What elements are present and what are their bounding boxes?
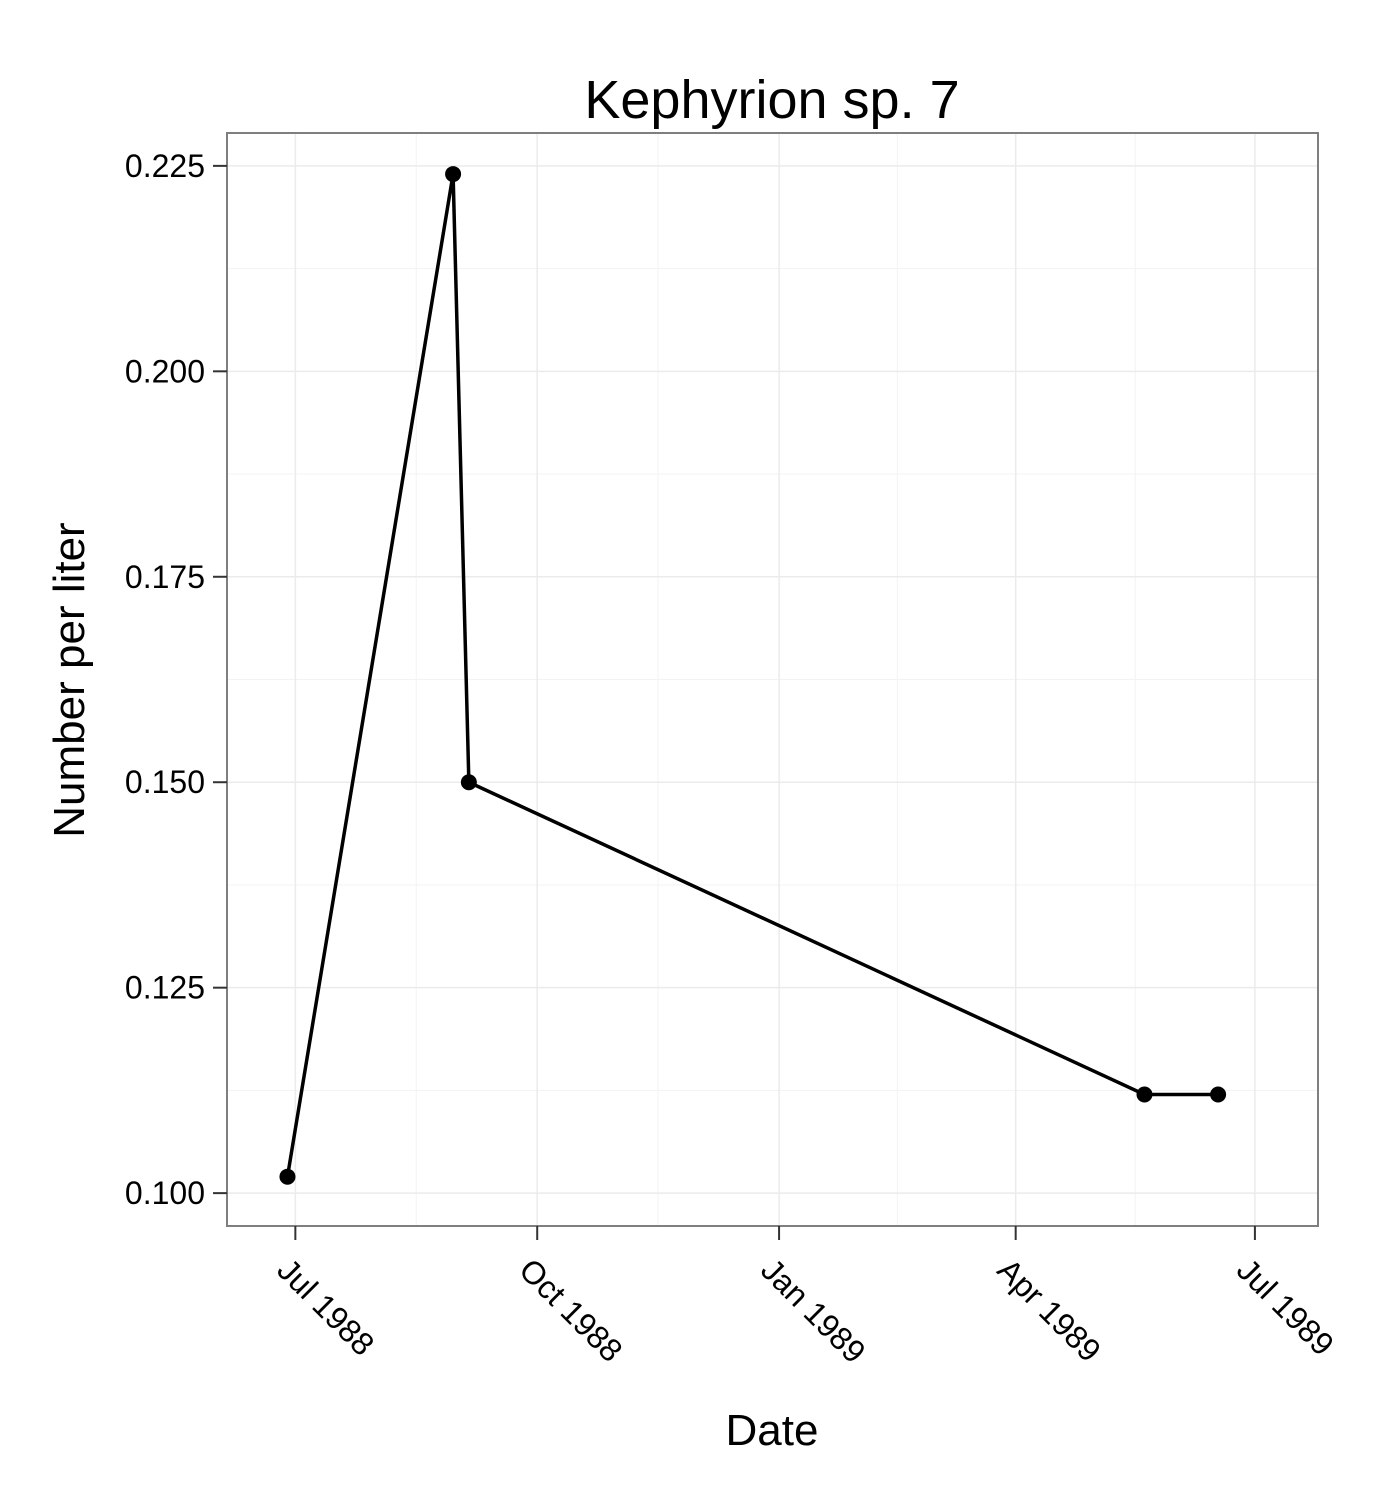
chart-title: Kephyrion sp. 7	[584, 70, 959, 130]
data-point	[279, 1168, 296, 1185]
data-point	[460, 774, 477, 791]
plot-panel-border	[226, 132, 1319, 1227]
y-tick-label: 0.225	[125, 148, 205, 184]
data-point	[1136, 1086, 1153, 1103]
y-tick-label: 0.175	[125, 559, 205, 595]
y-tick-label: 0.100	[125, 1175, 205, 1211]
y-tick-label: 0.200	[125, 353, 205, 389]
x-tick-label: Jan 1989	[754, 1251, 873, 1370]
series-line	[285, 172, 1219, 1177]
x-axis-title: Date	[726, 1406, 819, 1455]
x-axis: Jul 1988 Oct 1988 Jan 1989 Apr 1989 Jul 1989	[270, 1226, 1341, 1370]
y-axis-title: Number per liter	[45, 522, 94, 837]
x-tick-label: Jul 1988	[270, 1251, 381, 1362]
y-tick-label: 0.125	[125, 970, 205, 1006]
x-tick-label: Jul 1989	[1230, 1251, 1341, 1362]
data-point	[1210, 1086, 1227, 1103]
y-tick-label: 0.150	[125, 764, 205, 800]
x-tick-label: Oct 1988	[512, 1251, 629, 1368]
data-point	[445, 166, 462, 183]
series-layer	[279, 166, 1227, 1185]
grid	[227, 133, 1318, 1226]
x-tick-label: Apr 1989	[991, 1251, 1108, 1368]
y-axis: 0.100 0.125 0.150 0.175 0.200 0.225	[125, 148, 227, 1211]
